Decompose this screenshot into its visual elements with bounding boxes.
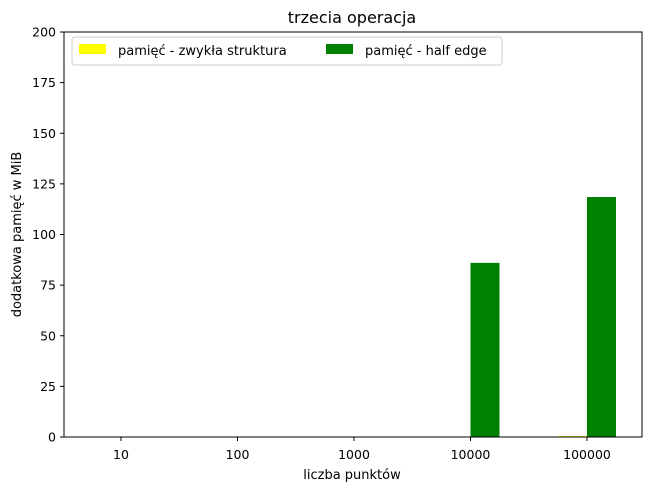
bar-zwykla-struktura-100000 (558, 435, 587, 437)
legend-frame (71, 36, 503, 66)
bar-half-edge-100000 (587, 197, 616, 437)
y-axis: 0 25 50 75 100 125 150 175 200 (32, 25, 64, 445)
x-axis-label: liczba punktów (303, 468, 401, 483)
bar-half-edge-10000 (470, 262, 500, 437)
legend-swatch-half-edge (326, 44, 353, 54)
y-tick-label: 0 (48, 430, 56, 445)
plot-frame (63, 31, 643, 438)
x-tick-label: 1000 (338, 447, 370, 462)
y-tick-label: 75 (40, 278, 56, 293)
legend: pamięć - zwykła struktura pamięć - half … (71, 36, 503, 66)
x-tick-label: 100000 (563, 447, 611, 462)
legend-label-half-edge: pamięć - half edge (365, 44, 487, 59)
y-tick-label: 125 (32, 176, 56, 191)
chart-title: trzecia operacja (288, 8, 416, 27)
x-tick-label: 10000 (451, 447, 491, 462)
x-axis: 10 100 1000 10000 100000 (113, 437, 611, 462)
legend-label-zwykla-struktura: pamięć - zwykła struktura (118, 44, 287, 59)
x-tick-label: 10 (113, 447, 129, 462)
y-tick-label: 100 (32, 227, 56, 242)
y-tick-label: 175 (32, 75, 56, 90)
legend-swatch-zwykla-struktura (79, 44, 106, 54)
x-tick-label: 100 (226, 447, 250, 462)
y-tick-label: 50 (40, 328, 56, 343)
plot-area (470, 197, 616, 437)
y-tick-label: 150 (32, 126, 56, 141)
y-axis-label: dodatkowa pamięć w MiB (10, 152, 25, 318)
y-tick-label: 200 (32, 25, 56, 40)
y-tick-label: 25 (40, 379, 56, 394)
